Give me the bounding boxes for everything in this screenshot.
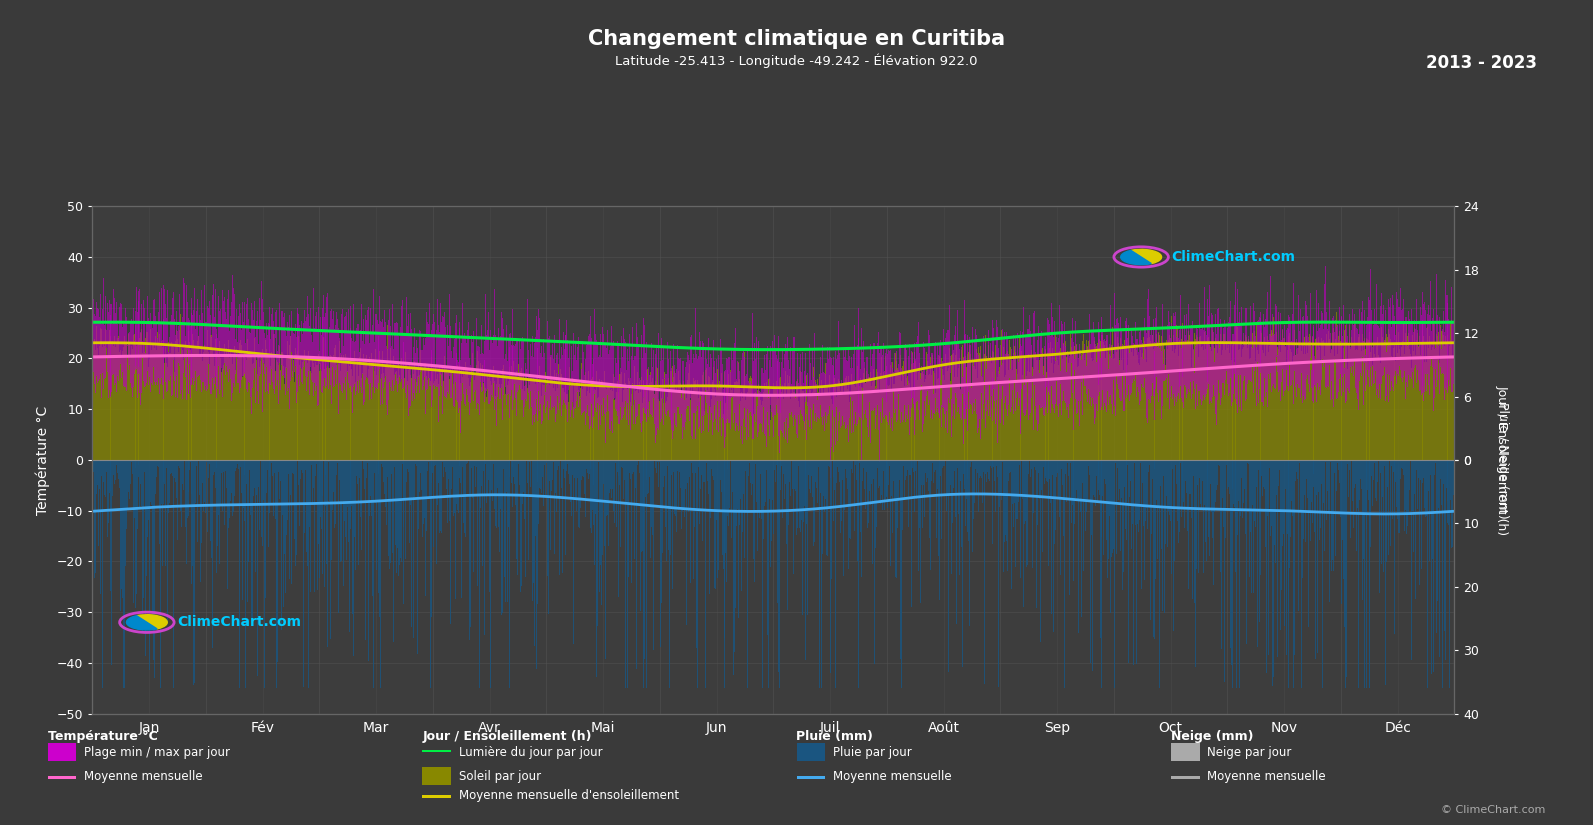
Wedge shape [126,615,158,630]
Wedge shape [137,615,167,629]
Y-axis label: Pluie / Neige (mm): Pluie / Neige (mm) [1496,402,1509,518]
Text: Moyenne mensuelle: Moyenne mensuelle [84,770,202,783]
Text: Neige par jour: Neige par jour [1207,746,1292,759]
Text: Latitude -25.413 - Longitude -49.242 - Élévation 922.0: Latitude -25.413 - Longitude -49.242 - É… [615,54,978,68]
Text: Moyenne mensuelle: Moyenne mensuelle [833,770,951,783]
Y-axis label: Jour / Ensoleillement (h): Jour / Ensoleillement (h) [1496,385,1509,535]
Text: Jour / Ensoleillement (h): Jour / Ensoleillement (h) [422,730,591,743]
Text: ClimeChart.com: ClimeChart.com [1171,250,1295,264]
Text: Changement climatique en Curitiba: Changement climatique en Curitiba [588,29,1005,49]
Text: Lumière du jour par jour: Lumière du jour par jour [459,746,602,759]
Text: Pluie par jour: Pluie par jour [833,746,911,759]
Text: Neige (mm): Neige (mm) [1171,730,1254,743]
Text: © ClimeChart.com: © ClimeChart.com [1440,805,1545,815]
Text: Plage min / max par jour: Plage min / max par jour [84,746,231,759]
Text: Moyenne mensuelle: Moyenne mensuelle [1207,770,1325,783]
Text: Température °C: Température °C [48,730,158,743]
Text: Soleil par jour: Soleil par jour [459,770,542,783]
Text: Moyenne mensuelle d'ensoleillement: Moyenne mensuelle d'ensoleillement [459,789,679,802]
Text: ClimeChart.com: ClimeChart.com [177,615,301,629]
Wedge shape [1131,249,1161,263]
Wedge shape [1121,251,1152,265]
Y-axis label: Température °C: Température °C [35,405,49,515]
Text: Pluie (mm): Pluie (mm) [796,730,873,743]
Text: 2013 - 2023: 2013 - 2023 [1426,54,1537,72]
